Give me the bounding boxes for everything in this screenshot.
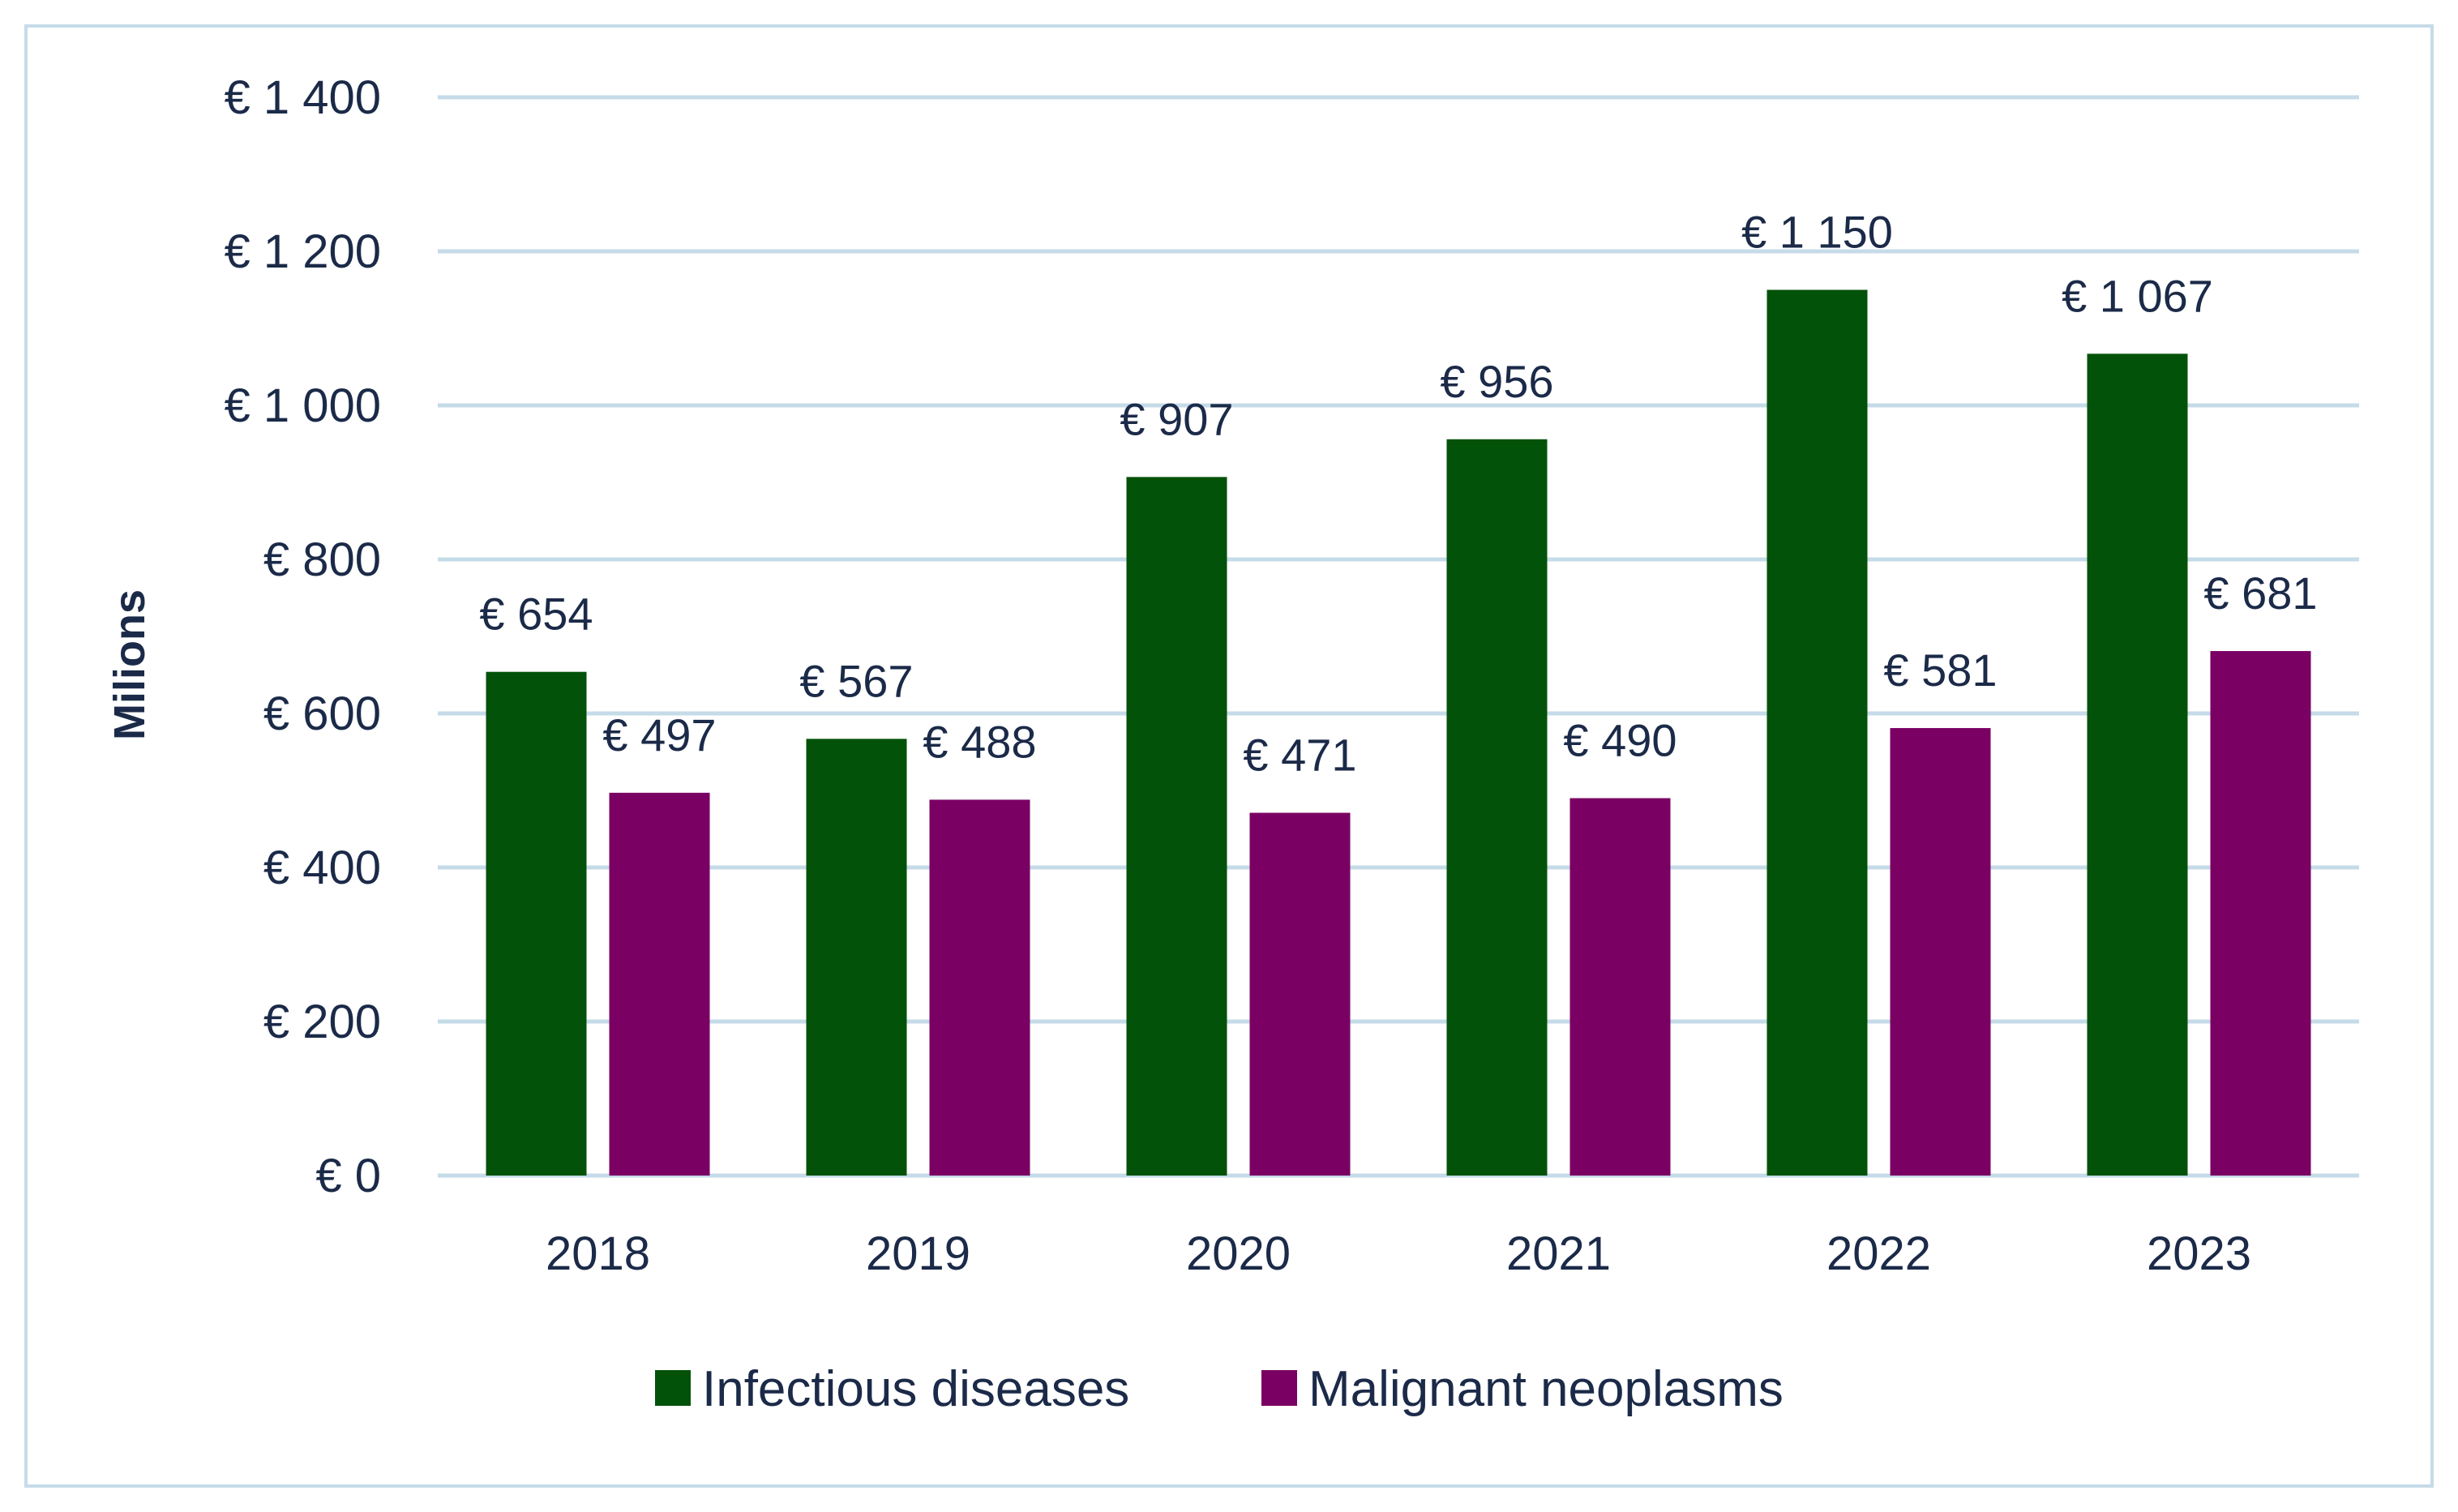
x-tick-label: 2023 <box>2147 1227 2251 1280</box>
x-tick-label: 2021 <box>1506 1227 1611 1280</box>
data-label-malignant-neoplasms-2021: € 490 <box>1563 715 1676 766</box>
bar-infectious-diseases-2022 <box>1766 289 1868 1176</box>
gridlines <box>438 95 2359 1178</box>
y-tick-label: € 200 <box>263 996 381 1048</box>
x-tick-label: 2022 <box>1826 1227 1931 1280</box>
data-label-infectious-diseases-2018: € 654 <box>479 589 593 640</box>
bar-infectious-diseases-2018 <box>486 671 587 1176</box>
data-label-infectious-diseases-2020: € 907 <box>1120 393 1233 444</box>
bar-malignant-neoplasms-2022 <box>1890 728 1991 1176</box>
y-tick-label: € 1 000 <box>224 379 381 432</box>
y-tick-label: € 0 <box>315 1150 381 1202</box>
bar-malignant-neoplasms-2020 <box>1249 812 1351 1176</box>
legend-swatch-infectious-diseases <box>655 1370 691 1406</box>
legend: Infectious diseases Malignant neoplasms <box>655 1361 1784 1417</box>
bar-infectious-diseases-2020 <box>1126 477 1227 1176</box>
data-label-malignant-neoplasms-2022: € 581 <box>1883 645 1997 696</box>
y-tick-label: € 400 <box>263 842 381 894</box>
y-tick-label: € 1 200 <box>224 225 381 278</box>
y-tick-label: € 600 <box>263 687 381 740</box>
y-axis-tick-labels: € 0 € 200 € 400 € 600 € 800 € 1 000 € 1 200 € 1… <box>224 71 381 1202</box>
data-label-malignant-neoplasms-2020: € 471 <box>1243 730 1356 781</box>
x-axis-tick-labels: 2018 2019 2020 2021 2022 2023 <box>546 1227 2251 1280</box>
chart-frame <box>24 24 2434 1488</box>
data-label-malignant-neoplasms-2023: € 681 <box>2203 568 2317 619</box>
legend-swatch-malignant-neoplasms <box>1261 1370 1297 1406</box>
data-label-malignant-neoplasms-2018: € 497 <box>602 709 716 760</box>
bar-malignant-neoplasms-2018 <box>609 792 710 1176</box>
data-labels: € 654 € 497 € 567€ 488 € 907 € 471 € 956 € 490… <box>479 207 2317 781</box>
x-tick-label: 2020 <box>1186 1227 1291 1280</box>
bar-infectious-diseases-2019 <box>806 739 907 1176</box>
x-tick-label: 2019 <box>866 1227 970 1280</box>
data-label-infectious-diseases-2021: € 956 <box>1440 356 1553 407</box>
y-tick-label: € 1 400 <box>224 71 381 124</box>
bars <box>486 289 2311 1176</box>
data-label-infectious-diseases-2019: € 567 <box>799 655 913 706</box>
y-axis-label: Milions <box>105 589 154 740</box>
bar-malignant-neoplasms-2023 <box>2210 651 2311 1176</box>
x-tick-label: 2018 <box>546 1227 650 1280</box>
bar-malignant-neoplasms-2021 <box>1569 798 1671 1176</box>
legend-label-infectious-diseases: Infectious diseases <box>702 1361 1129 1417</box>
data-label-infectious-diseases-2023: € 1 067 <box>2062 270 2213 321</box>
y-tick-label: € 800 <box>263 533 381 586</box>
bar-infectious-diseases-2023 <box>2087 353 2188 1176</box>
data-label-infectious-diseases-2022: € 1 150 <box>1741 207 1893 258</box>
bar-malignant-neoplasms-2019 <box>929 799 1030 1176</box>
bar-infectious-diseases-2021 <box>1446 439 1548 1176</box>
data-label-malignant-neoplasms-2019: € 488 <box>923 716 1036 767</box>
legend-label-malignant-neoplasms: Malignant neoplasms <box>1308 1361 1784 1417</box>
